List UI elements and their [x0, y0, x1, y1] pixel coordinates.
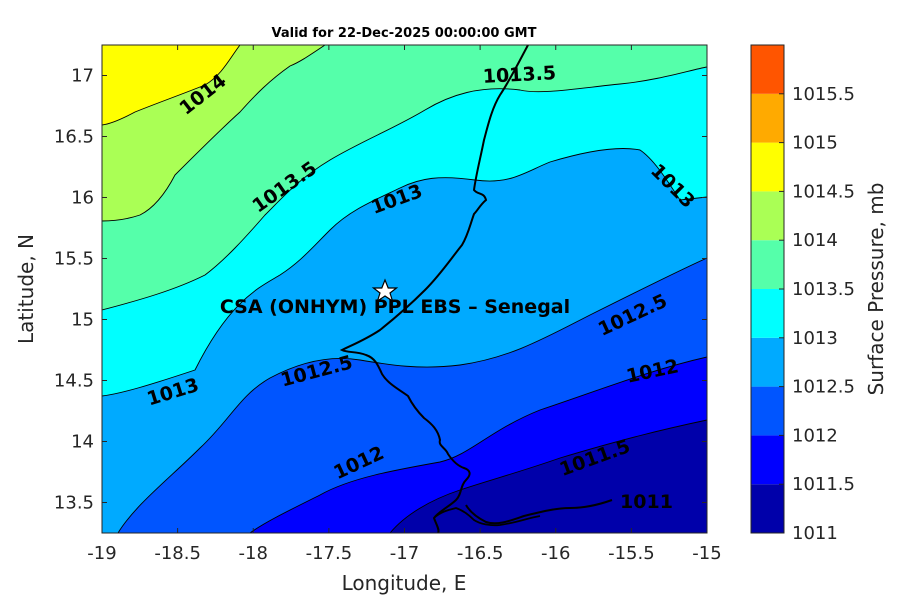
- y-axis-label: Latitude, N: [14, 234, 38, 344]
- y-tick-label: 15: [71, 310, 94, 331]
- gambia-river-line: [433, 507, 541, 527]
- contour-line-1011.5: [249, 356, 707, 533]
- plot-area: CSA (ONHYM) PPL EBS – Senegal: [102, 45, 707, 533]
- x-tick-label: -17: [390, 543, 419, 564]
- colorbar-swatch: [751, 45, 784, 94]
- y-axis: 13.5 14 14.5 15 15.5 16 16.5 17: [54, 66, 707, 514]
- border-line: [339, 45, 613, 533]
- colorbar-tick-label: 1014: [792, 230, 838, 251]
- band-1013.5: [102, 45, 707, 310]
- site-star-marker: [371, 278, 399, 303]
- colorbar-tick-label: 1015: [792, 133, 838, 154]
- x-tick-label: -19: [87, 543, 116, 564]
- colorbar-swatch: [751, 93, 784, 143]
- x-axis-label: Longitude, E: [342, 571, 467, 595]
- chart-title: Valid for 22-Dec-2025 00:00:00 GMT: [272, 26, 537, 41]
- x-tick-label: -15: [692, 543, 721, 564]
- colorbar-tick-label: 1015.5: [792, 84, 855, 105]
- colorbar-swatch: [751, 142, 784, 192]
- colorbar-swatch: [751, 289, 784, 338]
- contour-label: 1011: [620, 491, 673, 513]
- contour-line-1012: [117, 257, 707, 533]
- x-tick-label: -18.5: [154, 543, 201, 564]
- contour-line-1013.5: [102, 45, 326, 222]
- y-tick-label: 16.5: [54, 127, 94, 148]
- colorbar: 1011 1011.5 1012 1012.5 1013 1013.5 1014 1014.5…: [750, 44, 855, 544]
- colorbar-swatch: [751, 337, 784, 387]
- y-tick-label: 16: [71, 188, 94, 209]
- x-tick-label: -17.5: [306, 543, 353, 564]
- y-tick-label: 14: [71, 432, 94, 453]
- x-tick-label: -18: [239, 543, 268, 564]
- colorbar-tick-label: 1012: [792, 425, 838, 446]
- colorbar-tick-label: 1014.5: [792, 181, 855, 202]
- contour-lines: [102, 45, 707, 533]
- contour-label: 1013.5: [482, 62, 556, 88]
- colorbar-tick-label: 1013: [792, 328, 838, 349]
- colorbar-tick-label: 1011.5: [792, 474, 855, 495]
- y-tick-label: 15.5: [54, 249, 94, 270]
- x-tick-label: -15.5: [608, 543, 655, 564]
- y-tick-label: 17: [71, 66, 94, 87]
- colorbar-swatch: [751, 435, 784, 485]
- site-label: CSA (ONHYM) PPL EBS – Senegal: [220, 296, 570, 318]
- y-tick-label: 14.5: [54, 371, 94, 392]
- contour-line-1012.5: [102, 148, 707, 397]
- contour-line-1011: [389, 419, 707, 533]
- colorbar-swatch: [751, 484, 784, 533]
- colorbar-swatch: [751, 386, 784, 436]
- colorbar-swatch: [751, 240, 784, 289]
- colorbar-swatch: [751, 191, 784, 241]
- contour-line-1014: [102, 45, 241, 126]
- contour-line-1013: [102, 66, 707, 311]
- x-tick-label: -16.5: [457, 543, 504, 564]
- x-tick-label: -16: [541, 543, 570, 564]
- x-axis: -19 -18.5 -18 -17.5 -17 -16.5 -16 -15.5 -15: [87, 45, 722, 564]
- colorbar-tick-label: 1011: [792, 523, 838, 544]
- colorbar-tick-label: 1013.5: [792, 279, 855, 300]
- colorbar-label: Surface Pressure, mb: [864, 183, 888, 396]
- colorbar-tick-label: 1012.5: [792, 377, 855, 398]
- y-tick-label: 13.5: [54, 493, 94, 514]
- band-1014.5: [102, 45, 240, 125]
